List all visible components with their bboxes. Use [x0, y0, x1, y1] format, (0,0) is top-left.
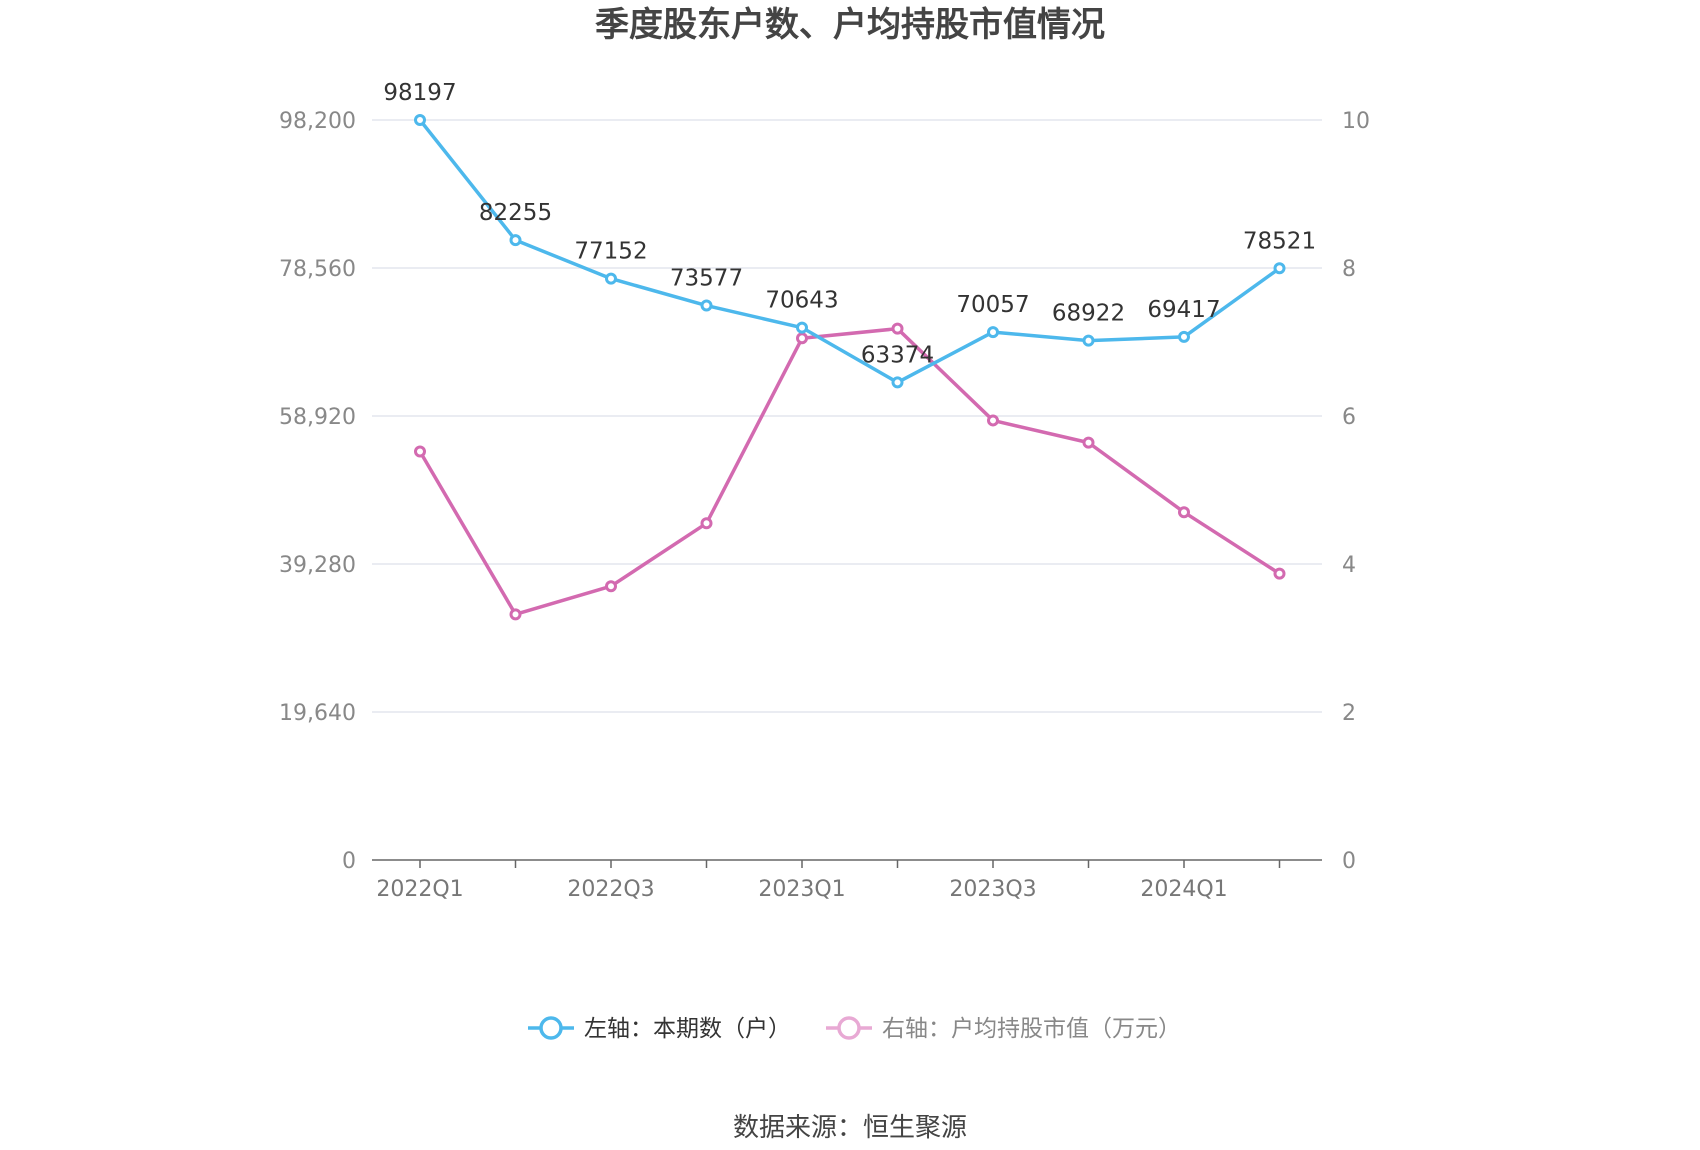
- data-point: [1082, 436, 1095, 449]
- left-tick-label: 19,640: [279, 701, 356, 726]
- data-point: [1178, 330, 1190, 343]
- data-point: [414, 445, 426, 458]
- grid-lines: [372, 119, 1322, 713]
- data-label: 69417: [1147, 297, 1220, 323]
- left-axis: 0 19,640 39,280 58,920 78,560 98,200: [279, 109, 356, 874]
- data-point: [700, 299, 713, 312]
- left-tick-label: 78,560: [279, 257, 356, 282]
- source-note: 数据来源：恒生聚源: [733, 1113, 967, 1143]
- series-layer: 98197 82255 77152 73577 70643 63374 70057 68922…: [383, 80, 1316, 621]
- data-point: [605, 580, 617, 593]
- data-label: 98197: [383, 80, 456, 106]
- right-tick-label: 8: [1342, 257, 1356, 282]
- data-label: 63374: [861, 342, 934, 368]
- data-label: 73577: [670, 266, 743, 292]
- data-label: 78521: [1243, 228, 1316, 254]
- data-point: [1273, 262, 1286, 275]
- legend-marker: [837, 1016, 861, 1040]
- left-tick-label: 39,280: [279, 553, 356, 578]
- data-point: [605, 272, 617, 285]
- data-point: [796, 321, 808, 334]
- data-point: [414, 114, 426, 127]
- data-point: [509, 608, 522, 621]
- data-point: [700, 517, 713, 530]
- x-tick-label: 2022Q3: [567, 877, 654, 902]
- data-label: 70057: [956, 292, 1029, 318]
- legend-label: 左轴：本期数（户）: [584, 1016, 791, 1042]
- legend-item: 左轴：本期数（户）: [528, 1016, 791, 1042]
- right-tick-label: 10: [1342, 109, 1370, 134]
- x-tick-label: 2023Q3: [949, 877, 1036, 902]
- right-axis: 0 2 4 6 8 10: [1342, 109, 1370, 874]
- data-point: [891, 376, 904, 389]
- right-tick-label: 4: [1342, 553, 1356, 578]
- legend-marker: [539, 1016, 563, 1040]
- chart-title: 季度股东户数、户均持股市值情况: [595, 5, 1105, 45]
- data-label: 82255: [479, 200, 552, 226]
- right-tick-label: 0: [1342, 849, 1356, 874]
- right-tick-label: 2: [1342, 701, 1356, 726]
- x-tick-label: 2024Q1: [1140, 877, 1227, 902]
- series-line: [418, 326, 1281, 617]
- left-tick-label: 98,200: [279, 109, 356, 134]
- x-tick-label: 2022Q1: [376, 877, 463, 902]
- series-avg-value: [414, 322, 1286, 621]
- data-point: [1178, 506, 1190, 519]
- legend: 左轴：本期数（户） 右轴：户均持股市值（万元）: [528, 1016, 1181, 1042]
- x-tick-label: 2023Q1: [758, 877, 845, 902]
- data-point: [891, 322, 904, 335]
- data-point: [796, 332, 808, 345]
- left-tick-label: 58,920: [279, 405, 356, 430]
- right-tick-label: 6: [1342, 405, 1356, 430]
- series-line: [418, 118, 1281, 385]
- data-point: [987, 414, 999, 427]
- data-point: [1273, 567, 1286, 580]
- left-tick-label: 0: [342, 849, 356, 874]
- legend-label: 右轴：户均持股市值（万元）: [882, 1016, 1181, 1042]
- data-label: 77152: [574, 239, 647, 265]
- data-label: 68922: [1052, 301, 1125, 327]
- x-axis: 2022Q1 2022Q3 2023Q1 2023Q3 2024Q1: [372, 859, 1322, 902]
- data-label: 70643: [765, 288, 838, 314]
- legend-item: 右轴：户均持股市值（万元）: [826, 1016, 1181, 1042]
- data-point: [1082, 334, 1095, 347]
- data-point: [509, 234, 522, 247]
- series-holders: 98197 82255 77152 73577 70643 63374 70057 68922…: [383, 80, 1316, 389]
- data-point: [987, 326, 999, 339]
